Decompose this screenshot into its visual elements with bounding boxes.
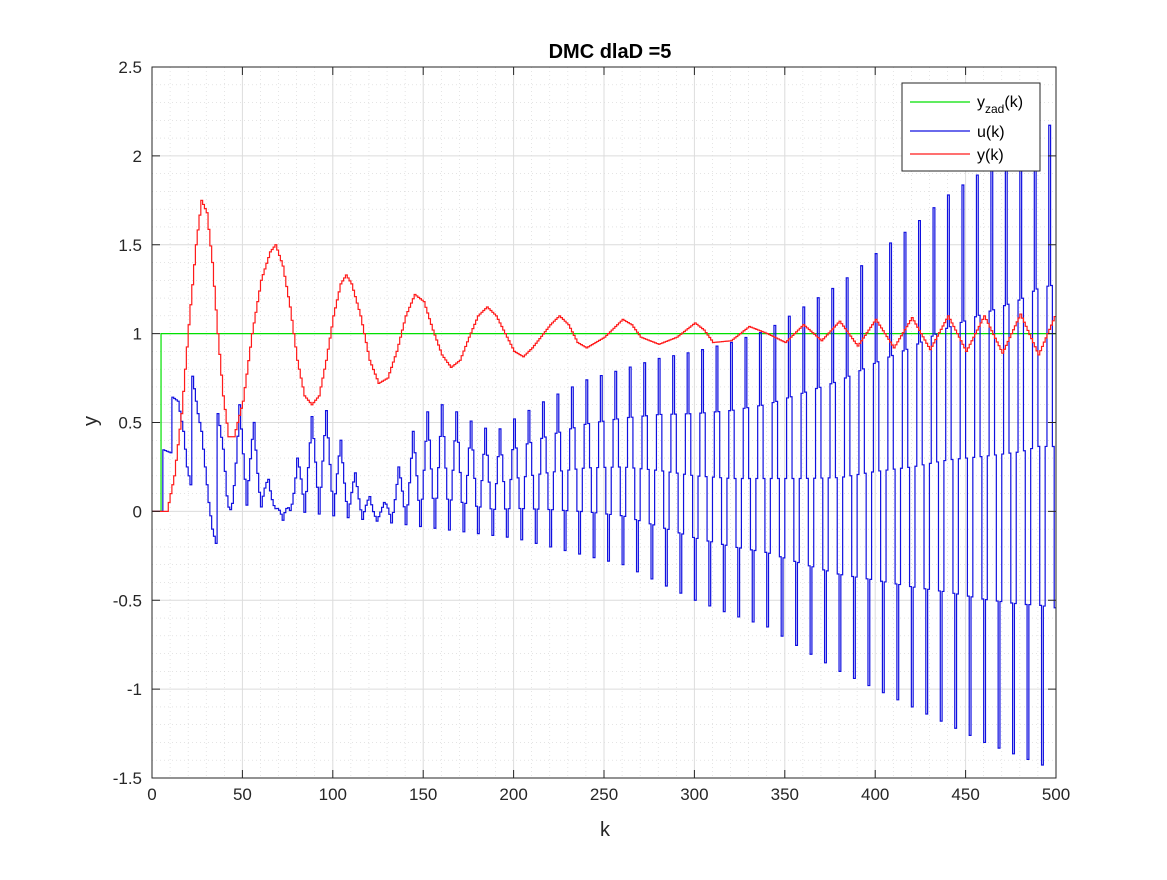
x-tick-label: 200 <box>499 785 527 804</box>
x-tick-label: 100 <box>319 785 347 804</box>
x-tick-label: 250 <box>590 785 618 804</box>
legend-label-yzad-main: y <box>977 94 985 111</box>
x-tick-label: 0 <box>147 785 156 804</box>
y-tick-label: 2 <box>133 147 142 166</box>
legend-label-u: u(k) <box>977 124 1005 141</box>
x-tick-label: 500 <box>1042 785 1070 804</box>
x-axis-label: k <box>600 819 611 841</box>
series-u-line <box>152 124 1056 766</box>
y-axis-label: y <box>80 416 102 426</box>
x-tick-label: 450 <box>951 785 979 804</box>
x-tick-label: 400 <box>861 785 889 804</box>
y-tick-label: 0.5 <box>118 414 142 433</box>
x-tick-label: 50 <box>233 785 252 804</box>
chart-title: DMC dlaD =5 <box>549 41 672 63</box>
y-axis-ticks: -1.5 -1 -0.5 0 0.5 1 1.5 2 2.5 <box>113 58 1056 788</box>
y-tick-label: 1 <box>133 325 142 344</box>
y-tick-label: -1.5 <box>113 769 142 788</box>
legend-box <box>901 82 1041 172</box>
x-axis-ticks: 0 50 100 150 200 250 300 350 400 450 500 <box>147 67 1070 804</box>
legend-label-y: y(k) <box>977 147 1004 164</box>
legend-label-yzad-sub: zad <box>985 102 1004 116</box>
y-tick-label: 1.5 <box>118 236 142 255</box>
y-tick-label: 0 <box>133 502 142 521</box>
x-tick-label: 300 <box>680 785 708 804</box>
x-tick-label: 350 <box>771 785 799 804</box>
legend-label-yzad: yzad(k) <box>977 94 1023 116</box>
y-tick-label: -0.5 <box>113 591 142 610</box>
y-tick-label: 2.5 <box>118 58 142 77</box>
legend: yzad(k) u(k) y(k) <box>901 82 1041 172</box>
legend-label-yzad-suffix: (k) <box>1004 94 1023 111</box>
series-y-line <box>152 199 1056 512</box>
x-tick-label: 150 <box>409 785 437 804</box>
y-tick-label: -1 <box>127 680 142 699</box>
